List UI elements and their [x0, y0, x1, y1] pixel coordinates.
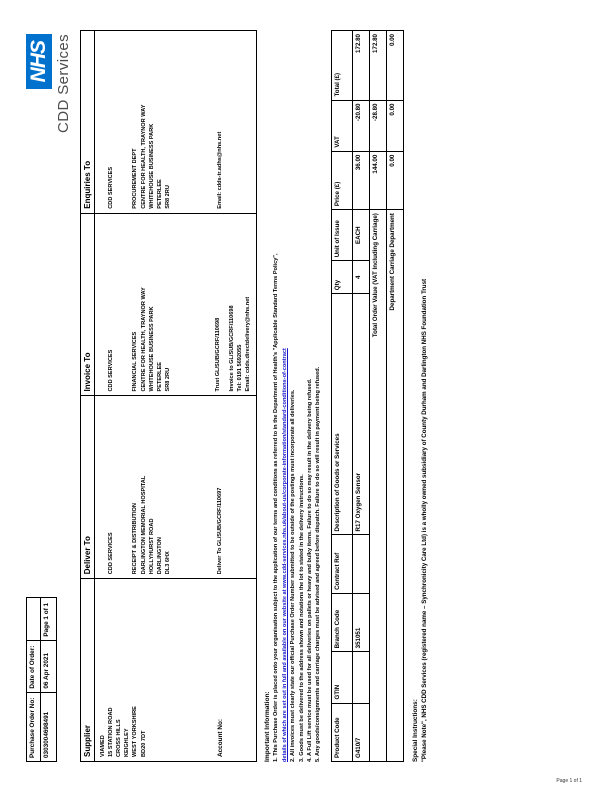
- meta-value-date: 06 Apr 2021: [40, 640, 57, 693]
- important-information-line-1: 1. This Purchase Order is placed onto yo…: [273, 253, 280, 762]
- important-information: Important Information: 1. This Purchase …: [264, 30, 322, 762]
- supplier-heading: Supplier: [81, 579, 95, 761]
- col-description: Description of Goods or Services: [331, 293, 353, 535]
- important-information-line-5: 4. A Full Lift service must be used for …: [307, 378, 313, 763]
- order-meta-table: Purchase Order No: Date of Order: 030300…: [26, 597, 57, 762]
- carriage-price: 0.00: [386, 151, 404, 210]
- meta-label-date: Date of Order:: [26, 640, 41, 693]
- carriage-total: 0.00: [386, 30, 404, 101]
- cell-unit-of-issue: EACH: [352, 209, 370, 261]
- deliver-to-block: Deliver To CDD SERVICES RECEIPT & DISTRI…: [81, 395, 257, 579]
- enquiries-to-company: CDD SERVICES PROCUREMENT DEPT CENTRE FOR…: [95, 31, 214, 213]
- supplier-block: Supplier VIAMED 15 STATION ROAD CROSS HI…: [81, 578, 257, 761]
- meta-label-page: [26, 597, 41, 641]
- total-order-value-total: 172.80: [369, 30, 387, 101]
- supplier-address: VIAMED 15 STATION ROAD CROSS HILLS KEIGH…: [100, 706, 147, 757]
- cell-price: 36.00: [352, 151, 370, 210]
- total-order-value-label: Total Order Value (VAT Including Carriag…: [369, 209, 387, 762]
- important-information-line-4: 3. Goods must be delivered to the addres…: [298, 474, 305, 762]
- important-information-line-6: 5. Any goods/consignments and carriage c…: [315, 366, 322, 762]
- carriage-row: Department Carriage Department 0.00 0.00…: [386, 30, 404, 762]
- cell-product-code: G410/7: [352, 703, 370, 762]
- col-qty: Qty: [331, 260, 353, 294]
- items-table-header-row: Product Code GTIN Branch Code Contract R…: [331, 30, 353, 762]
- address-band: Supplier VIAMED 15 STATION ROAD CROSS HI…: [80, 30, 258, 762]
- col-gtin: GTIN: [331, 651, 353, 704]
- page-footer: Page 1 of 1: [556, 778, 582, 784]
- document-header: Purchase Order No: Date of Order: 030300…: [26, 30, 72, 762]
- carriage-vat: 0.00: [386, 100, 404, 152]
- cell-total: 172.80: [352, 30, 370, 101]
- col-total: Total (£): [331, 30, 353, 101]
- total-order-value-vat: -28.80: [369, 100, 387, 152]
- cell-qty: 4: [352, 260, 370, 294]
- table-row: G410/7 351051 R17 Oxygen Sensor 4 EACH 3…: [352, 30, 370, 762]
- brand-block: NHS CDD Services: [26, 30, 72, 133]
- meta-label-order-no: Purchase Order No:: [26, 692, 41, 762]
- enquiries-to-address: PROCUREMENT DEPT CENTRE FOR HEALTH, TRAY…: [132, 104, 171, 209]
- invoice-to-footer: Invoice to GL/SUB/GCRF/110698 Tel: 0191 …: [229, 296, 252, 392]
- col-price: Price (£): [331, 151, 353, 210]
- important-information-line-3: 2. All invoices must clearly state our o…: [290, 389, 297, 763]
- invoice-to-company: CDD SERVICES FINANCIAL SERVICES CENTRE F…: [95, 214, 214, 396]
- special-instructions-text: "Please Note", NHS CDD Services (registe…: [421, 278, 429, 762]
- cell-branch-code: 351051: [352, 593, 370, 652]
- deliver-to-address: RECEIPT & DISTRIBUTION DARLINGTON MEMORI…: [132, 475, 171, 575]
- deliver-to-footer: Deliver To GL/SUB/GCRF/110697: [217, 487, 223, 575]
- col-product-code: Product Code: [331, 703, 353, 762]
- special-instructions-title: Special Instructions:: [411, 699, 419, 762]
- supplier-account-label: Account No:: [217, 719, 224, 757]
- carriage-label: Department Carriage Department: [386, 209, 404, 762]
- meta-value-order-no: 0303004698491: [40, 692, 57, 762]
- deliver-to-company-name: CDD SERVICES: [108, 532, 115, 575]
- enquiries-to-heading: Enquiries To: [81, 31, 95, 213]
- deliver-to-company: CDD SERVICES RECEIPT & DISTRIBUTION DARL…: [95, 397, 214, 579]
- col-unit-of-issue: Unit of Issue: [331, 209, 353, 261]
- total-order-value-row: Total Order Value (VAT Including Carriag…: [369, 30, 387, 762]
- invoice-to-company-name: CDD SERVICES: [108, 349, 115, 392]
- invoice-to-heading: Invoice To: [81, 213, 95, 396]
- enquiries-to-block: Enquiries To CDD SERVICES PROCUREMENT DE…: [81, 31, 256, 213]
- items-table: Product Code GTIN Branch Code Contract R…: [331, 30, 404, 762]
- col-vat: VAT: [331, 100, 353, 152]
- cell-gtin: [352, 651, 370, 704]
- cell-vat: -20.80: [352, 100, 370, 152]
- nhs-logo: NHS: [26, 34, 52, 90]
- meta-value-page: Page 1 of 1: [40, 597, 57, 641]
- col-contract-ref: Contract Ref: [331, 534, 353, 594]
- important-information-title: Important Information:: [264, 691, 272, 762]
- col-branch-code: Branch Code: [331, 593, 353, 652]
- standard-conditions-link[interactable]: details of which are set out in full and…: [281, 348, 288, 762]
- brand-subtitle: CDD Services: [55, 34, 72, 133]
- deliver-to-heading: Deliver To: [81, 396, 95, 579]
- invoice-to-trust-line: Trust GL/SUB/GCRF/110698: [215, 317, 221, 392]
- total-order-value-price: 144.00: [369, 151, 387, 210]
- enquiries-to-footer: Email: cdds-tr.adhs@nhs.net: [217, 131, 223, 209]
- invoice-to-block: Invoice To CDD SERVICES FINANCIAL SERVIC…: [81, 212, 257, 396]
- special-instructions: Special Instructions: "Please Note", NHS…: [411, 30, 430, 762]
- cell-description: R17 Oxygen Sensor: [352, 293, 370, 535]
- important-information-line-2: details of which are set out in full and…: [281, 30, 289, 762]
- cell-contract-ref: [352, 534, 370, 594]
- invoice-to-address: FINANCIAL SERVICES CENTRE FOR HEALTH, TR…: [132, 287, 171, 392]
- enquiries-to-company-name: CDD SERVICES: [108, 166, 115, 209]
